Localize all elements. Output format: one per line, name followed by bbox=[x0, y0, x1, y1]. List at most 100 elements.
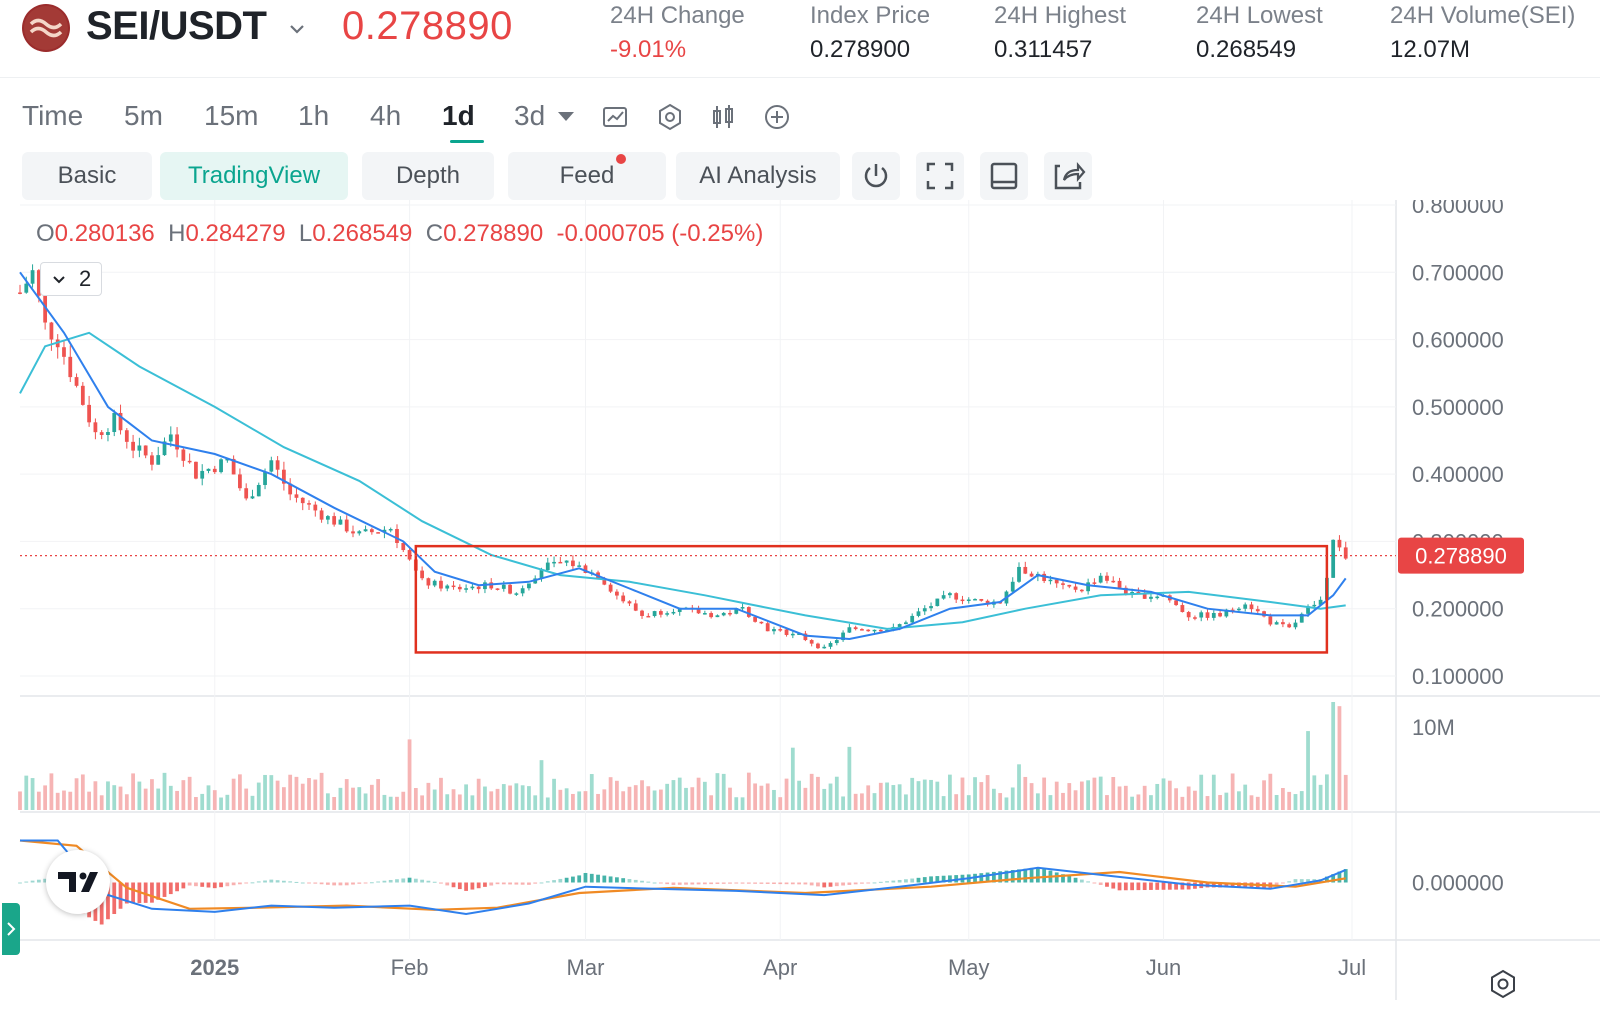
macd-histogram-bar bbox=[841, 882, 845, 886]
volume-bar bbox=[313, 779, 318, 810]
volume-bar bbox=[225, 794, 230, 810]
reset-button[interactable] bbox=[852, 152, 900, 200]
candle-body bbox=[407, 550, 412, 560]
macd-histogram-bar bbox=[935, 876, 940, 883]
candle-body bbox=[212, 468, 217, 473]
macd-histogram-bar bbox=[602, 875, 607, 883]
candles-layer bbox=[18, 264, 1348, 925]
macd-histogram-bar bbox=[1111, 882, 1116, 889]
side-panel-toggle[interactable] bbox=[2, 903, 20, 955]
volume-bar bbox=[212, 790, 217, 810]
tab-basic[interactable]: Basic bbox=[22, 152, 152, 200]
tf-time[interactable]: Time bbox=[22, 100, 84, 131]
tf-3d[interactable]: 3d bbox=[514, 100, 546, 131]
add-plus-icon[interactable] bbox=[762, 102, 792, 132]
macd-histogram-bar bbox=[759, 882, 764, 884]
chevron-right-icon bbox=[7, 922, 16, 936]
volume-bar bbox=[382, 794, 387, 810]
volume-axis-label: 10M bbox=[1412, 715, 1455, 740]
macd-histogram-bar bbox=[558, 878, 563, 883]
chart-settings-icon[interactable] bbox=[1487, 968, 1519, 1000]
volume-bar bbox=[702, 781, 707, 810]
volume-bar bbox=[1130, 796, 1134, 810]
candle-body bbox=[954, 593, 959, 600]
candle-body bbox=[426, 578, 431, 586]
candle-body bbox=[112, 412, 117, 433]
macd-histogram-bar bbox=[187, 882, 192, 886]
macd-histogram-bar bbox=[696, 882, 701, 885]
candle-type-icon[interactable] bbox=[708, 102, 738, 132]
volume-bar bbox=[1073, 790, 1078, 810]
candle-body bbox=[916, 611, 921, 616]
volume-bar bbox=[256, 782, 261, 810]
high-value: 0.284279 bbox=[185, 220, 286, 247]
tf-5m[interactable]: 5m bbox=[124, 100, 163, 131]
macd-histogram-bar bbox=[351, 882, 355, 885]
volume-bar bbox=[420, 795, 425, 810]
active-tf-indicator bbox=[450, 140, 484, 143]
macd-histogram-bar bbox=[991, 871, 996, 883]
tf-1h[interactable]: 1h bbox=[298, 100, 330, 131]
candle-body bbox=[948, 593, 952, 596]
candle-body bbox=[1243, 604, 1248, 609]
price-chart[interactable]: 0.800000 0.700000 0.600000 0.500000 0.400000… bbox=[0, 200, 1600, 1024]
volume-bar bbox=[250, 795, 255, 810]
macd-histogram-bar bbox=[1167, 882, 1172, 890]
pair-title[interactable]: SEI/USDT bbox=[86, 4, 267, 48]
macd-histogram-bar bbox=[746, 882, 751, 884]
indicator-collapse-toggle[interactable]: 2 bbox=[40, 262, 102, 296]
tab-tradingview[interactable]: TradingView bbox=[160, 152, 348, 200]
y-tick-label: 0.800000 bbox=[1412, 200, 1504, 218]
chevron-down-icon[interactable] bbox=[286, 18, 308, 40]
caret-down-icon[interactable] bbox=[554, 104, 578, 128]
fullscreen-button[interactable] bbox=[916, 152, 964, 200]
x-tick-label: 2025 bbox=[190, 955, 239, 980]
volume-bar bbox=[476, 778, 481, 810]
settings-icon[interactable] bbox=[655, 102, 685, 132]
macd-histogram-bar bbox=[922, 877, 927, 883]
volume-bar bbox=[181, 780, 186, 810]
candle-body bbox=[646, 615, 651, 618]
feed-notification-dot bbox=[616, 154, 626, 164]
tradingview-logo-icon[interactable] bbox=[46, 850, 110, 914]
volume-bar bbox=[539, 760, 544, 810]
volume-bar bbox=[790, 747, 795, 810]
volume-bar bbox=[778, 797, 783, 810]
volume-bar bbox=[1337, 706, 1342, 810]
candle-body bbox=[49, 322, 54, 340]
macd-histogram-bar bbox=[834, 882, 839, 887]
indicators-icon[interactable] bbox=[600, 102, 630, 132]
volume-bar bbox=[916, 781, 921, 810]
macd-histogram-bar bbox=[231, 882, 236, 886]
tab-ai-analysis[interactable]: AI Analysis bbox=[676, 152, 840, 200]
change-value: -0.000705 (-0.25%) bbox=[556, 220, 764, 247]
tab-feed[interactable]: Feed bbox=[508, 152, 666, 200]
close-value: 0.278890 bbox=[443, 220, 544, 247]
volume-bar bbox=[910, 777, 915, 810]
candle-body bbox=[520, 588, 525, 594]
candle-body bbox=[1331, 539, 1336, 578]
chart-overlay bbox=[20, 544, 1396, 654]
candle-body bbox=[696, 608, 701, 614]
candle-body bbox=[872, 629, 877, 632]
volume-bar bbox=[432, 789, 437, 810]
macd-histogram-bar bbox=[489, 882, 494, 886]
macd-histogram-bar bbox=[954, 875, 959, 883]
tab-depth[interactable]: Depth bbox=[362, 152, 494, 200]
candle-body bbox=[1180, 605, 1185, 613]
volume-bar bbox=[1149, 795, 1153, 810]
share-button[interactable] bbox=[1044, 152, 1092, 200]
tf-1d[interactable]: 1d bbox=[442, 100, 475, 131]
candle-body bbox=[30, 270, 35, 284]
volume-bar bbox=[1199, 774, 1204, 810]
macd-histogram-bar bbox=[910, 878, 915, 883]
tf-4h[interactable]: 4h bbox=[370, 100, 402, 131]
macd-histogram-bar bbox=[1092, 882, 1097, 884]
fullscreen-icon bbox=[926, 162, 954, 190]
macd-histogram-bar bbox=[162, 882, 167, 897]
candle-body bbox=[1123, 587, 1128, 594]
layout-button[interactable] bbox=[980, 152, 1028, 200]
candle-body bbox=[1155, 596, 1160, 599]
candle-body bbox=[495, 588, 500, 590]
tf-15m[interactable]: 15m bbox=[204, 100, 259, 131]
